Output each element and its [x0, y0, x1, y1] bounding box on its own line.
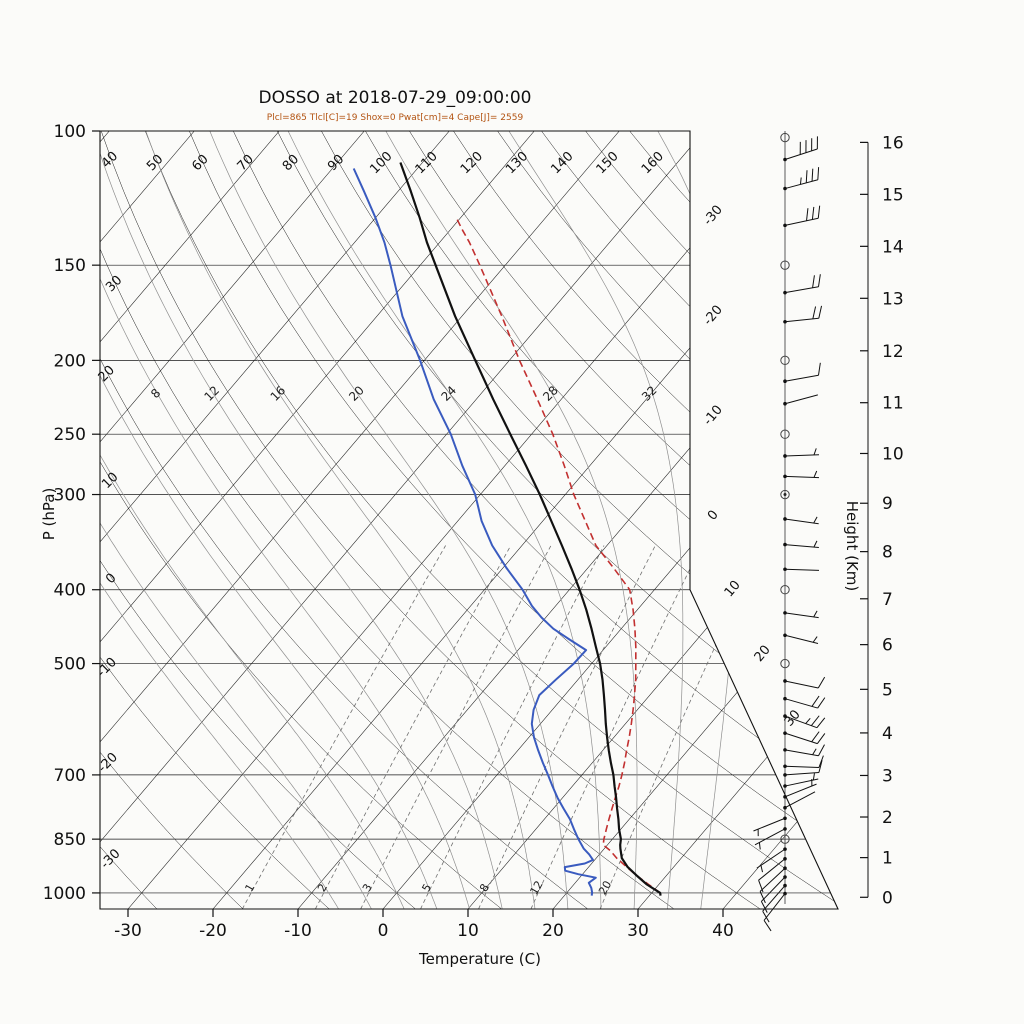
svg-text:0: 0: [103, 571, 119, 587]
svg-text:140: 140: [548, 149, 576, 177]
temperature-axis-label: Temperature (C): [419, 950, 541, 968]
svg-text:2: 2: [882, 808, 893, 828]
svg-text:13: 13: [882, 289, 904, 309]
svg-text:-30: -30: [98, 846, 124, 872]
svg-text:-30: -30: [701, 203, 726, 229]
svg-text:10: 10: [722, 578, 744, 600]
svg-text:3: 3: [882, 766, 893, 786]
svg-text:70: 70: [235, 152, 257, 174]
svg-text:130: 130: [503, 149, 531, 177]
svg-text:500: 500: [54, 655, 86, 675]
svg-text:20: 20: [752, 643, 774, 665]
svg-text:0: 0: [705, 508, 722, 524]
svg-text:9: 9: [882, 494, 893, 514]
parcel-curve: [455, 217, 661, 894]
svg-text:4: 4: [882, 724, 893, 744]
svg-text:20: 20: [96, 363, 118, 385]
svg-text:30: 30: [627, 921, 649, 941]
svg-text:250: 250: [54, 425, 86, 445]
svg-text:100: 100: [367, 149, 395, 177]
svg-text:12: 12: [201, 383, 222, 404]
sounding-profiles: [352, 162, 662, 896]
svg-text:1: 1: [242, 882, 257, 895]
svg-text:160: 160: [639, 149, 667, 177]
svg-text:-20: -20: [199, 921, 227, 941]
svg-text:8: 8: [148, 386, 163, 401]
svg-text:80: 80: [280, 152, 302, 174]
svg-text:12: 12: [527, 879, 545, 898]
svg-text:-20: -20: [701, 303, 726, 329]
svg-text:15: 15: [882, 185, 904, 205]
svg-text:150: 150: [54, 256, 86, 276]
svg-text:-10: -10: [94, 655, 120, 681]
svg-text:0: 0: [378, 921, 389, 941]
svg-text:30: 30: [103, 273, 125, 295]
svg-text:10: 10: [457, 921, 479, 941]
temperature-curve: [399, 162, 662, 896]
grid-lines: [100, 131, 838, 909]
svg-text:32: 32: [639, 383, 660, 404]
svg-text:1: 1: [882, 849, 893, 869]
svg-text:20: 20: [346, 383, 367, 404]
chart-params-line: Plcl=865 Tlcl[C]=19 Shox=0 Pwat[cm]=4 Ca…: [266, 113, 524, 123]
svg-text:50: 50: [144, 152, 166, 174]
svg-text:16: 16: [268, 383, 289, 404]
svg-text:1000: 1000: [43, 884, 86, 904]
svg-text:7: 7: [882, 590, 893, 610]
svg-text:10: 10: [882, 444, 904, 464]
svg-text:12: 12: [882, 342, 904, 362]
wind-barb-column: [753, 131, 826, 932]
svg-text:-20: -20: [95, 750, 121, 776]
svg-text:-30: -30: [114, 921, 142, 941]
svg-text:20: 20: [542, 921, 564, 941]
axis-and-line-labels: 10015020025030040050070085010000-10-20-3…: [43, 122, 904, 941]
svg-text:150: 150: [594, 149, 622, 177]
svg-text:5: 5: [882, 680, 893, 700]
svg-text:850: 850: [54, 830, 86, 850]
svg-text:28: 28: [540, 383, 561, 404]
svg-text:0: 0: [882, 888, 893, 908]
svg-text:8: 8: [882, 543, 893, 563]
svg-text:20: 20: [596, 879, 614, 898]
svg-text:40: 40: [99, 149, 121, 171]
svg-text:40: 40: [712, 921, 734, 941]
svg-text:400: 400: [54, 581, 86, 601]
svg-text:-10: -10: [284, 921, 312, 941]
pressure-axis-label: P (hPa): [40, 487, 58, 541]
svg-text:200: 200: [54, 351, 86, 371]
svg-text:100: 100: [54, 122, 86, 142]
svg-text:10: 10: [99, 470, 121, 492]
svg-text:11: 11: [882, 394, 904, 414]
dewpoint-curve: [352, 168, 597, 896]
svg-text:6: 6: [882, 636, 893, 656]
svg-text:-10: -10: [701, 403, 726, 429]
height-axis-label: Height (Km): [843, 500, 861, 592]
svg-text:300: 300: [54, 486, 86, 506]
chart-title: DOSSO at 2018-07-29_09:00:00: [258, 88, 532, 108]
svg-text:16: 16: [882, 133, 904, 153]
svg-text:14: 14: [882, 237, 904, 257]
svg-text:60: 60: [189, 152, 211, 174]
svg-text:110: 110: [413, 149, 441, 177]
svg-text:700: 700: [54, 766, 86, 786]
